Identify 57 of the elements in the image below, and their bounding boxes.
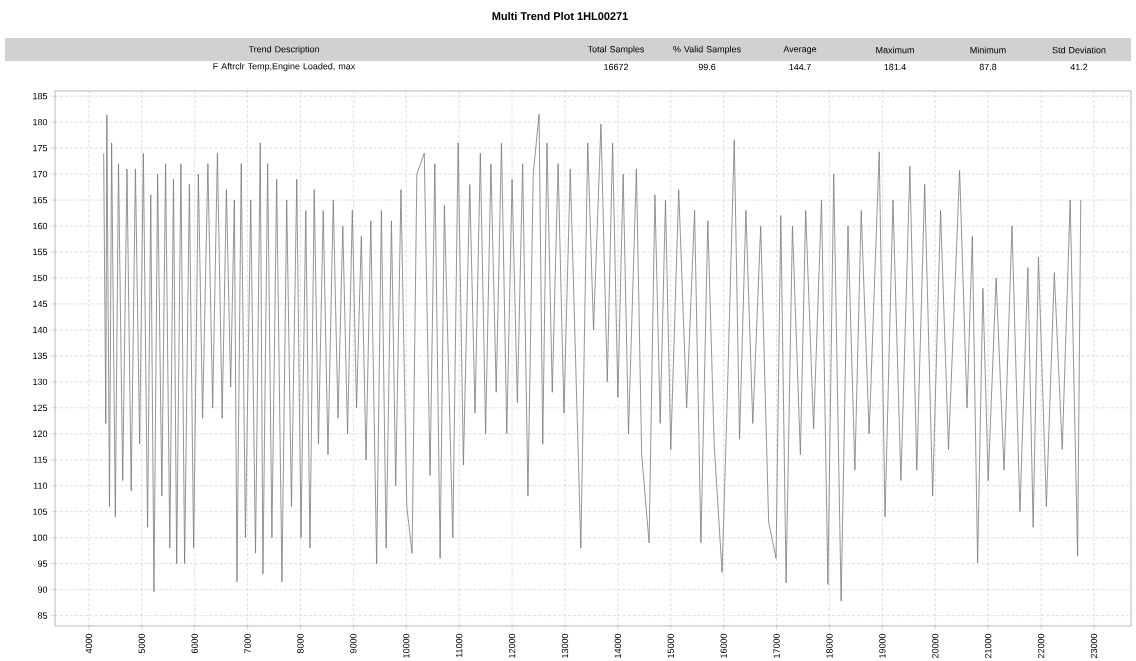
x-tick-label: 9000 — [350, 633, 357, 654]
x-tick-label: 22000 — [1037, 633, 1045, 658]
y-tick-label: 140 — [33, 326, 48, 334]
y-tick-label: 115 — [33, 456, 48, 463]
y-tick-label: 150 — [33, 274, 48, 282]
y-tick-label: 105 — [33, 508, 48, 515]
y-tick-label: 100 — [33, 534, 48, 541]
text: Std Deviation — [1052, 46, 1106, 54]
y-tick-label: 145 — [33, 300, 48, 308]
text: 144.7 — [789, 63, 811, 71]
x-tick-label: 15000 — [667, 633, 674, 658]
x-tick-label: 13000 — [561, 633, 569, 658]
text: 87.8 — [979, 63, 997, 71]
y-tick-label: 130 — [33, 378, 48, 386]
y-tick-label: 155 — [33, 248, 48, 256]
y-tick-label: 175 — [33, 144, 48, 152]
x-tick-label: 18000 — [826, 633, 833, 658]
x-tick-label: 12000 — [508, 633, 516, 658]
y-tick-label: 90 — [37, 586, 48, 593]
y-tick-label: 120 — [33, 430, 48, 437]
text: Total Samples — [587, 45, 645, 55]
text: Trend Description — [248, 45, 319, 55]
text: 41.2 — [1070, 63, 1088, 71]
x-tick-label: 6000 — [191, 633, 198, 653]
x-tick-label: 14000 — [614, 633, 622, 658]
chart-title: Multi Trend Plot 1HL00271 — [492, 11, 628, 21]
text: % Valid Samples — [673, 45, 741, 55]
text: 99.6 — [698, 63, 716, 71]
text: 16672 — [604, 63, 629, 71]
x-tick-label: 4000 — [85, 633, 93, 654]
line-series — [103, 113, 1082, 602]
y-tick-label: 110 — [33, 482, 48, 489]
text: 181.4 — [884, 63, 906, 71]
x-tick-label: 10000 — [403, 633, 410, 658]
x-tick-label: 7000 — [244, 633, 251, 653]
y-tick-label: 180 — [33, 118, 48, 126]
y-tick-label: 165 — [33, 196, 48, 204]
x-tick-label: 21000 — [985, 633, 992, 658]
x-tick-label: 17000 — [773, 633, 780, 658]
text: Minimum — [970, 46, 1006, 54]
x-tick-label: 20000 — [932, 633, 939, 658]
x-tick-label: 19000 — [879, 633, 886, 658]
y-tick-label: 160 — [33, 222, 48, 230]
y-tick-label: 135 — [33, 352, 48, 360]
y-tick-label: 125 — [33, 404, 48, 412]
x-tick-label: 11000 — [455, 633, 463, 658]
x-tick-label: 5000 — [138, 633, 145, 654]
x-tick-label: 23000 — [1090, 633, 1098, 658]
y-tick-label: 185 — [33, 93, 48, 100]
x-tick-label: 16000 — [720, 633, 727, 658]
y-tick-label: 95 — [37, 560, 48, 567]
y-tick-label: 170 — [33, 170, 48, 178]
text: Maximum — [876, 46, 914, 54]
text: F Aftrclr Temp,Engine Loaded, max — [213, 62, 356, 72]
x-tick-label: 8000 — [297, 633, 304, 654]
y-tick-label: 85 — [37, 612, 48, 619]
text: Average — [783, 45, 817, 54]
